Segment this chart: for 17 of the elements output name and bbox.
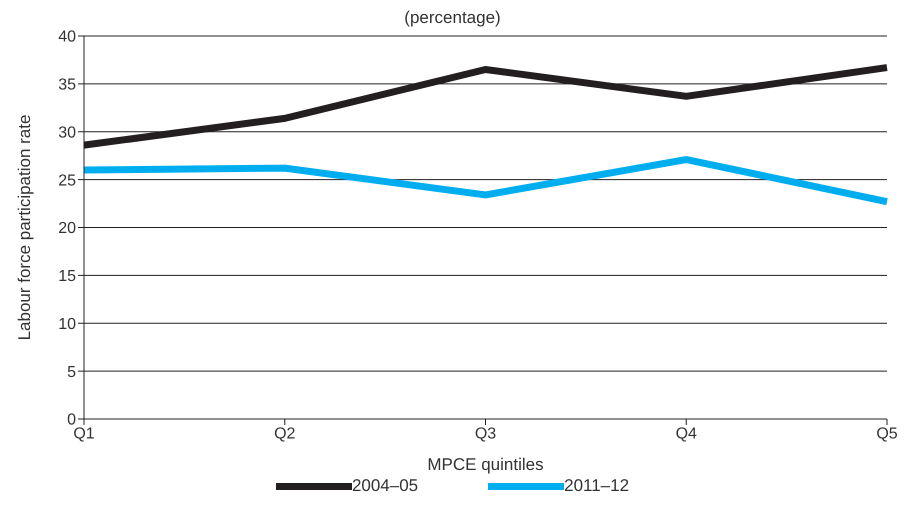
x-axis-title: MPCE quintiles [427,455,544,474]
x-tick-label: Q4 [676,425,698,442]
chart-title: (percentage) [403,8,502,28]
legend-label: 2004–05 [352,476,418,496]
y-tick-label: 40 [58,28,76,46]
x-tick-label: Q2 [274,425,296,442]
x-tick-label: Q5 [876,425,898,442]
y-tick-label: 15 [58,268,76,286]
y-tick-label: 5 [67,364,76,381]
y-tick-label: 30 [58,124,76,142]
y-tick-label: 10 [58,316,76,333]
y-tick-label: 35 [58,76,76,94]
x-tick-label: Q3 [474,425,496,442]
y-tick-label: 20 [58,220,76,238]
y-tick-label: 25 [58,172,76,190]
legend-label: 2011–12 [564,476,630,496]
y-axis-title: Labour force participation rate [15,114,34,340]
